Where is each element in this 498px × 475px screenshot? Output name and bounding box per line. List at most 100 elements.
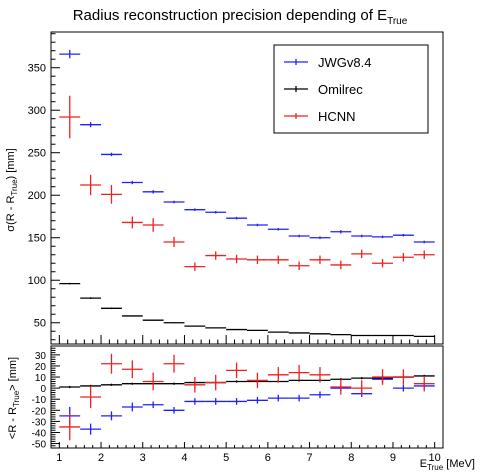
data-point [163,322,185,324]
plot-frame-top [50,31,444,345]
data-point [330,260,352,270]
data-point [163,236,185,248]
data-point [121,216,143,229]
data-point [392,233,414,237]
x-tick-label: 5 [223,452,229,464]
data-point [309,333,331,335]
data-point [413,240,435,244]
y-tick-label: 200 [28,190,46,202]
data-point [163,382,185,385]
data-point [247,329,268,332]
data-point [184,377,206,393]
data-point [101,185,122,204]
y-tick-label: 10 [35,373,47,384]
data-point [288,394,310,402]
legend-label: HCNN [318,109,356,124]
data-point [226,254,247,264]
data-point [184,325,206,327]
data-point [330,379,352,395]
data-point [392,334,414,337]
data-point [226,328,247,331]
plot-frame-bottom [50,345,444,449]
data-point [205,398,227,405]
data-point [121,382,143,385]
data-point [267,255,289,265]
data-point [392,253,414,262]
x-axis-label: ETrue [MeV] [420,458,475,472]
x-tick-label: 9 [390,452,396,464]
data-point [142,218,164,232]
data-point [184,262,206,271]
data-point [392,369,414,385]
data-point [351,380,373,396]
y-tick-label: 30 [35,351,47,362]
top-panel: 50 100 150 200 250 300 350 σ(R - RTrue) [mm] JWG… [5,31,444,345]
legend-entry: Omilrec [284,82,363,97]
data-point [372,235,393,239]
data-point [413,335,435,337]
data-point [121,360,143,379]
data-point [247,372,268,389]
y-tick-label: 150 [28,233,46,245]
data-point [267,227,289,231]
data-point [413,250,435,259]
y-tick-label: 350 [28,63,46,75]
data-point [267,331,289,333]
y-tick-label: -10 [32,395,47,406]
data-point [309,255,331,265]
data-point [372,258,393,268]
data-point [205,210,227,214]
data-point [288,332,310,334]
y-tick-label: 300 [28,105,46,117]
data-point [142,319,164,321]
data-point [372,334,393,337]
series-omilrec [59,282,435,337]
data-point [101,383,122,386]
data-point [101,307,122,310]
data-point [226,362,247,379]
y-tick-label: 20 [35,362,47,373]
y-tick-label: -50 [32,440,47,451]
data-point [80,174,102,196]
series-hcnn [59,95,435,271]
data-point [121,180,143,185]
data-point [184,208,206,211]
y-axis-label: <R - RTrue> [mm] [7,357,21,439]
data-point [59,95,81,139]
data-point [226,398,247,405]
chart-title-subscript: True [387,16,408,27]
x-tick-label: 4 [181,452,187,464]
data-point [142,190,164,194]
data-point [205,327,227,329]
legend-entry: JWGv8.4 [284,55,371,70]
x-tick-label: 7 [306,452,312,464]
legend-label: Omilrec [318,82,363,97]
data-point [288,364,310,381]
y-tick-label: 0 [40,384,46,395]
x-tick-label: 10 [429,452,441,464]
data-point [59,49,81,59]
data-point [392,384,414,392]
data-point [101,152,122,157]
y-tick-label: 250 [28,148,46,160]
data-point [59,413,81,441]
data-point [163,200,185,204]
y-axis-label: σ(R - RTrue) [mm] [5,148,19,231]
y-tick-label: 50 [34,318,46,330]
data-point [163,354,185,373]
y-tick-label: -40 [32,428,47,439]
data-point [142,401,164,409]
data-point [184,398,206,405]
series-jwgv8-4 [59,49,435,244]
data-point [309,391,331,399]
data-point [309,236,331,240]
data-point [226,216,247,220]
y-tick-label: 100 [28,275,46,287]
data-point [247,223,268,227]
data-point [59,282,81,285]
data-point [288,261,310,271]
data-point [163,406,185,414]
series-hcnn [59,353,435,441]
legend-label: JWGv8.4 [318,55,371,70]
